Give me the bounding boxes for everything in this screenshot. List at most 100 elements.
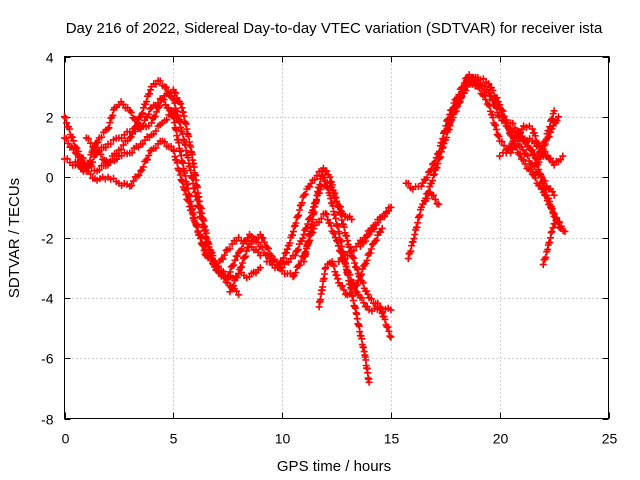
x-tick-label: 25: [602, 431, 618, 447]
data-point: [151, 113, 159, 121]
data-point: [363, 256, 371, 264]
data-point: [430, 171, 437, 179]
data-point: [294, 212, 302, 220]
data-point: [384, 323, 392, 331]
data-point: [387, 203, 395, 211]
data-point: [328, 181, 336, 189]
chart-title: Day 216 of 2022, Sidereal Day-to-day VTE…: [66, 20, 603, 37]
series-arc-12: [356, 203, 395, 250]
data-point: [98, 133, 105, 141]
data-point: [385, 327, 393, 335]
data-point: [197, 235, 204, 242]
data-point: [333, 197, 340, 205]
data-point: [549, 208, 557, 216]
data-point: [356, 243, 364, 250]
data-point: [301, 190, 309, 198]
data-point: [364, 290, 372, 298]
data-point: [296, 261, 304, 269]
data-point: [278, 258, 286, 266]
data-point: [139, 109, 147, 117]
data-point: [555, 223, 563, 231]
data-point: [430, 191, 437, 199]
data-point: [171, 108, 179, 116]
data-point: [445, 120, 453, 128]
data-point: [343, 252, 351, 260]
data-point: [119, 141, 127, 149]
data-point: [63, 119, 70, 127]
series-arc-4: [71, 137, 264, 272]
data-point: [239, 259, 246, 267]
data-point: [226, 245, 234, 253]
data-point: [435, 200, 443, 208]
data-point: [489, 86, 497, 94]
data-point: [167, 142, 175, 150]
data-point: [547, 128, 555, 136]
data-point: [507, 125, 515, 133]
data-point: [331, 190, 339, 197]
data-point: [561, 228, 569, 235]
data-point: [365, 231, 373, 238]
data-point: [478, 82, 486, 90]
data-point: [104, 125, 112, 133]
data-point: [152, 80, 160, 88]
data-point: [87, 170, 95, 178]
data-point: [163, 116, 171, 124]
data-point: [291, 252, 299, 260]
data-point: [338, 216, 346, 224]
data-point: [241, 253, 248, 261]
data-point: [423, 174, 431, 181]
data-point: [219, 268, 227, 275]
data-point: [226, 288, 234, 296]
data-point: [259, 234, 267, 242]
data-point: [367, 295, 375, 303]
data-point: [145, 110, 153, 118]
data-point: [343, 237, 351, 244]
data-point: [256, 252, 264, 260]
data-point: [286, 239, 294, 247]
data-point: [349, 253, 357, 261]
y-axis-label: SDTVAR / TECUs: [6, 178, 23, 298]
data-point: [492, 126, 500, 134]
y-tick-label: 4: [46, 50, 54, 66]
data-point: [303, 224, 311, 232]
data-point: [336, 203, 344, 211]
x-tick-label: 15: [384, 431, 400, 447]
data-point: [493, 108, 501, 116]
data-point: [230, 261, 238, 269]
data-point: [280, 254, 288, 262]
data-point: [362, 237, 370, 245]
data-point: [292, 219, 300, 227]
x-axis: 0 5 10 15 20 25: [62, 56, 618, 447]
data-point: [439, 143, 447, 151]
series-arc-7: [263, 167, 373, 386]
data-point: [225, 272, 233, 280]
data-point: [371, 237, 379, 245]
data-point: [498, 138, 506, 146]
data-point: [322, 209, 330, 217]
data-point: [462, 86, 470, 94]
data-point: [109, 111, 117, 119]
data-point: [437, 148, 445, 156]
data-point: [296, 206, 303, 214]
data-point: [446, 119, 454, 126]
data-point: [283, 245, 291, 253]
data-point: [68, 133, 76, 141]
data-point: [139, 140, 147, 148]
data-point: [493, 94, 501, 102]
data-point: [292, 269, 300, 276]
data-point: [238, 263, 245, 271]
series-arc-13: [404, 188, 443, 263]
data-point: [182, 191, 190, 198]
data-point: [542, 253, 550, 261]
data-point: [156, 77, 164, 85]
data-point: [542, 192, 550, 200]
data-point: [546, 155, 554, 163]
data-point: [89, 158, 96, 166]
data-point: [378, 224, 386, 232]
data-point: [107, 140, 115, 148]
data-point: [299, 234, 307, 242]
data-point: [515, 128, 523, 136]
data-point: [294, 245, 302, 253]
data-point: [152, 144, 160, 152]
